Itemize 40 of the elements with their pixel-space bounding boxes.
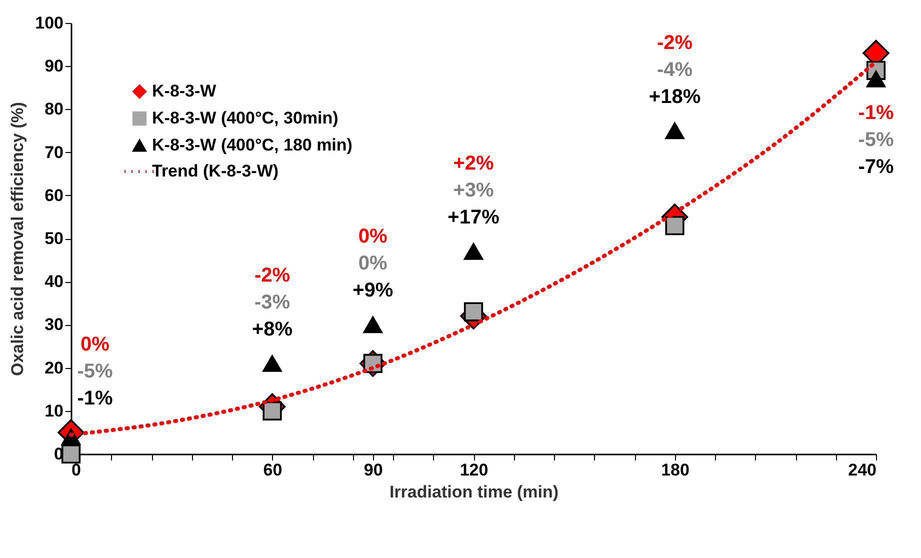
y-axis-title: Oxalic acid removal efficiency (%) [8, 102, 28, 376]
annotation: +8% [252, 318, 293, 340]
y-tick-label: 30 [44, 315, 64, 334]
x-tick-label: 120 [460, 460, 488, 480]
annotation: +3% [453, 179, 494, 202]
annotation: +18% [648, 86, 701, 108]
legend-label: Trend (K-8-3-W) [152, 162, 279, 180]
annotation: -2% [656, 32, 693, 54]
x-tick-label: 180 [661, 460, 690, 480]
legend-label: K-8-3-W [152, 82, 218, 100]
annotation: -1% [858, 102, 894, 124]
y-tick-label: 80 [44, 100, 64, 119]
annotation: -4% [656, 58, 693, 81]
y-tick-label: 70 [44, 142, 64, 162]
x-tick-label: 0 [72, 460, 81, 480]
annotation: +17% [448, 206, 500, 228]
y-tick-label: 50 [44, 229, 64, 248]
annotation: +2% [453, 152, 494, 174]
y-tick-label: 60 [44, 186, 64, 205]
annotation: +9% [352, 280, 394, 302]
annotation: 0% [358, 226, 388, 248]
y-tick-label: 90 [44, 56, 64, 76]
annotation: -5% [858, 129, 894, 152]
annotation: 0% [358, 252, 388, 275]
legend-label: K-8-3-W (400°C, 180 min) [152, 136, 352, 154]
annotation: -5% [77, 360, 113, 382]
x-tick-label: 90 [364, 460, 383, 480]
annotation: -3% [254, 291, 290, 314]
x-tick-label: 60 [263, 460, 282, 480]
annotation: -7% [858, 156, 894, 178]
y-tick-label: 10 [44, 401, 64, 420]
y-tick-label: 100 [35, 14, 64, 32]
legend-label: K-8-3-W (400°C, 30min) [152, 108, 338, 128]
x-tick-label: 240 [848, 460, 876, 480]
y-tick-label: 20 [44, 358, 64, 378]
x-axis-title: Irradiation time (min) [389, 482, 559, 502]
annotation: 0% [80, 333, 110, 356]
y-tick-label: 40 [44, 272, 64, 292]
annotation: -1% [77, 387, 113, 410]
annotation: -2% [254, 264, 290, 286]
